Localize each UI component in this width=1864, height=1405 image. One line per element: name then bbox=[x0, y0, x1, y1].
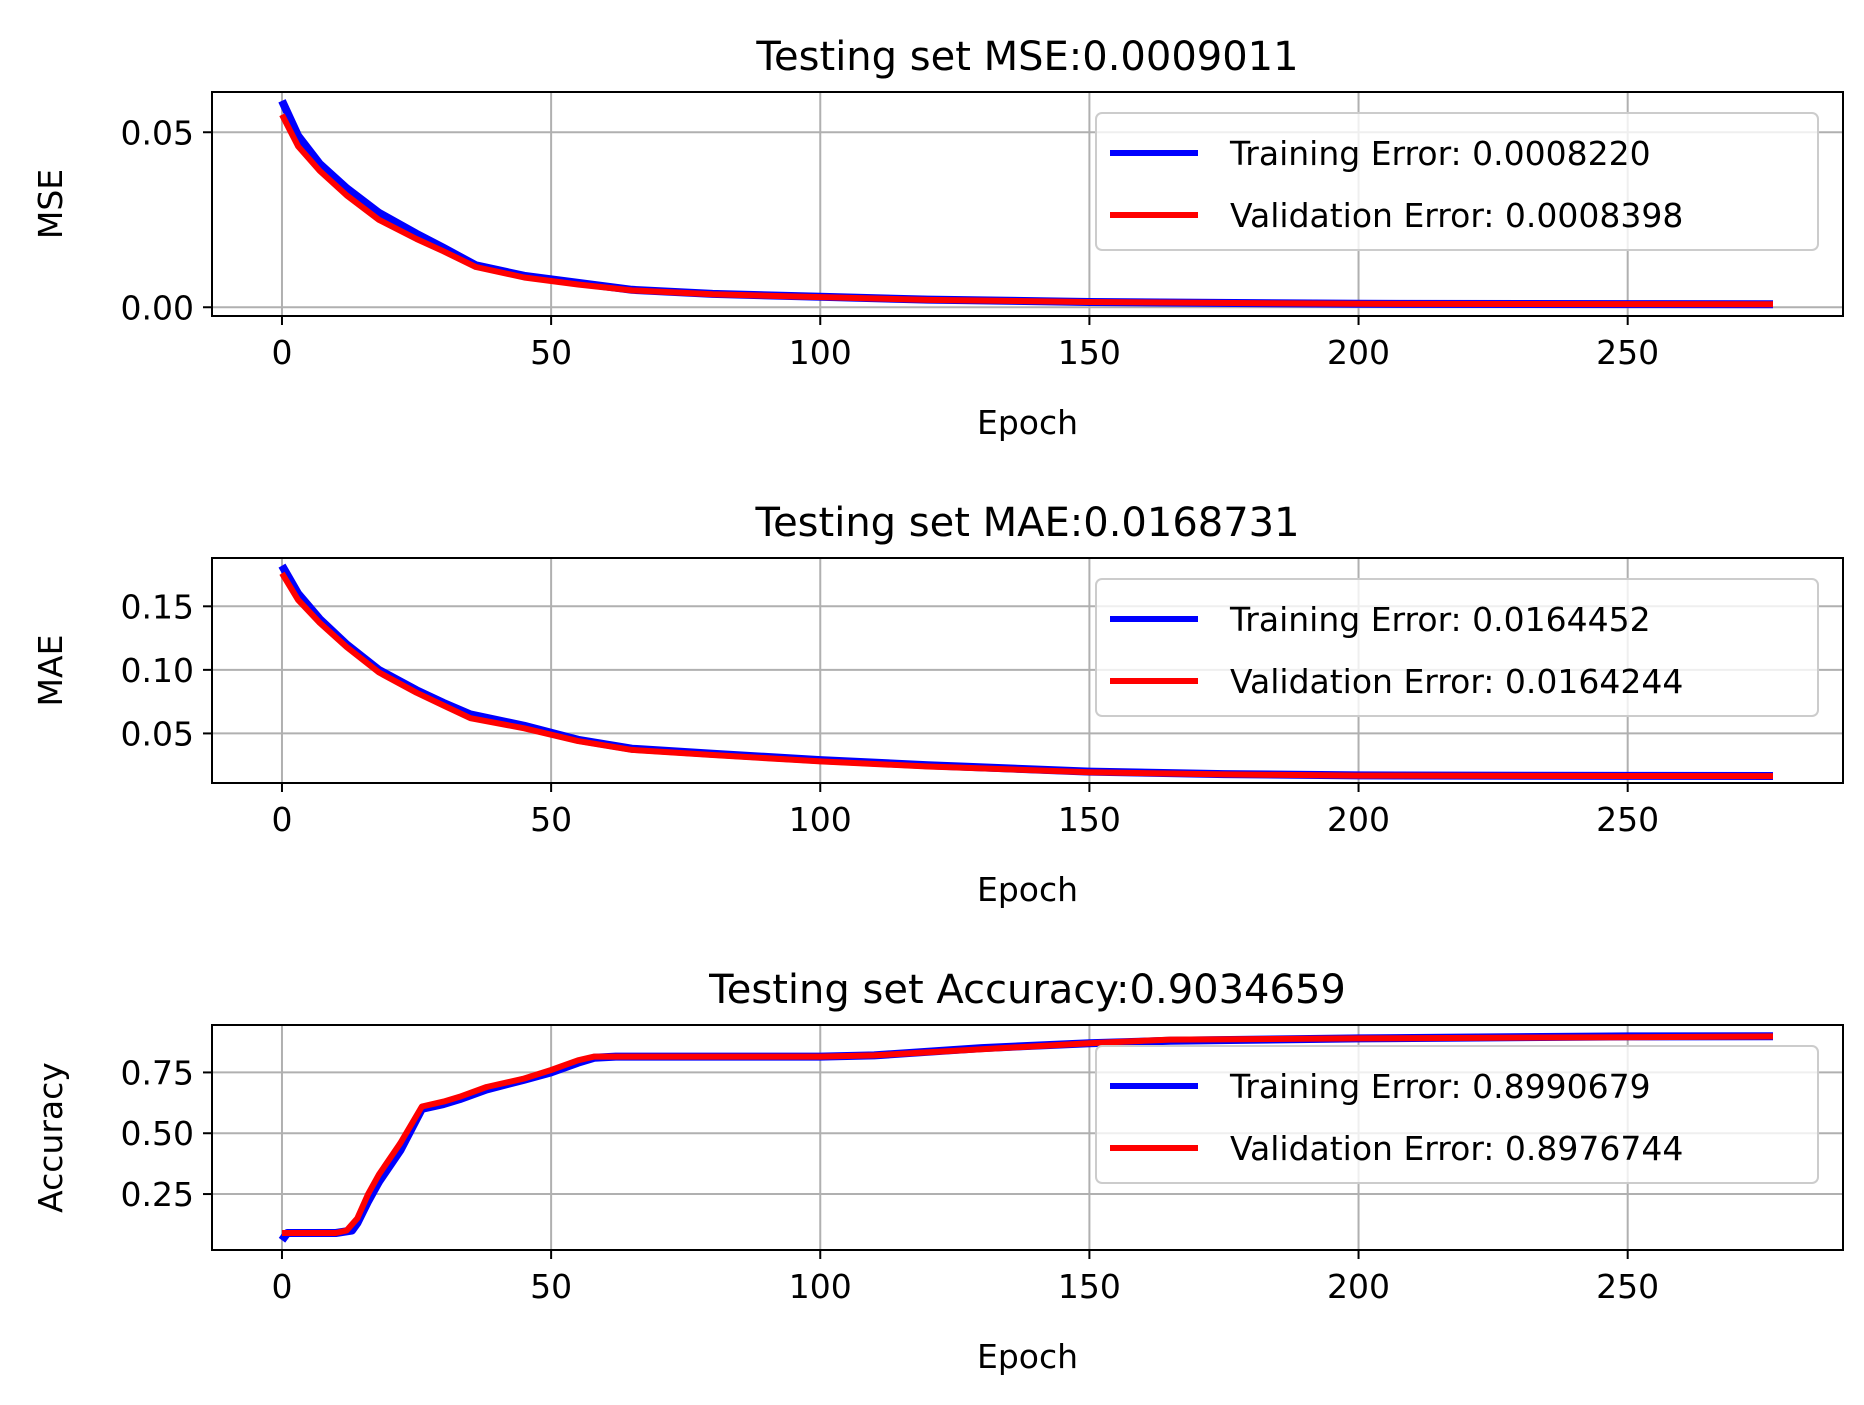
legend-entry: Training Error: 0.0008220 bbox=[1229, 134, 1651, 173]
legend-box bbox=[1095, 578, 1819, 717]
axes-frame bbox=[211, 1024, 1844, 1251]
mae-title: Testing set MAE:0.0168731 bbox=[754, 500, 1299, 546]
mse-title: Testing set MSE:0.0009011 bbox=[755, 34, 1298, 80]
x-axis-label: Epoch bbox=[977, 870, 1078, 909]
x-tick-label: 150 bbox=[1058, 800, 1121, 839]
x-tick-label: 150 bbox=[1058, 333, 1121, 372]
legend: Training Error: 0.8990679 Validation Erro… bbox=[1095, 1045, 1819, 1184]
axes-frame bbox=[211, 91, 1844, 317]
accuracy-subplot: 0 50 100 150 200 250 0.25 0.50 0.75 Testing set A… bbox=[31, 967, 1844, 1376]
x-tick-label: 200 bbox=[1327, 1267, 1390, 1306]
x-axis-label: Epoch bbox=[977, 403, 1078, 442]
validation-error-line bbox=[279, 113, 1774, 308]
validation-error-line bbox=[282, 1033, 1774, 1236]
legend: Training Error: 0.0008220 Validation Erro… bbox=[1095, 112, 1819, 251]
x-tick-label: 100 bbox=[789, 800, 852, 839]
x-tick-label: 200 bbox=[1327, 800, 1390, 839]
y-tick-label: 0.25 bbox=[121, 1175, 194, 1214]
legend-entry: Validation Error: 0.0164244 bbox=[1230, 662, 1683, 701]
x-axis-label: Epoch bbox=[977, 1337, 1078, 1376]
y-axis-label: Accuracy bbox=[31, 1062, 70, 1213]
legend-entry: Training Error: 0.8990679 bbox=[1229, 1067, 1651, 1106]
y-tick-label: 0.05 bbox=[121, 714, 194, 753]
x-tick-label: 50 bbox=[530, 333, 572, 372]
y-tick-label: 0.10 bbox=[121, 651, 194, 690]
mse-subplot: 0 50 100 150 200 250 0.00 0.05 Testing set MSE:0… bbox=[31, 34, 1844, 442]
x-tick-label: 50 bbox=[530, 1267, 572, 1306]
y-tick-label: 0.05 bbox=[121, 113, 194, 152]
x-tick-label: 200 bbox=[1327, 333, 1390, 372]
y-tick-label: 0.15 bbox=[121, 587, 194, 626]
y-tick-label: 0.75 bbox=[121, 1053, 194, 1092]
x-tick-label: 100 bbox=[789, 1267, 852, 1306]
accuracy-title: Testing set Accuracy:0.9034659 bbox=[708, 967, 1346, 1013]
x-tick-label: 250 bbox=[1596, 333, 1659, 372]
x-tick-label: 250 bbox=[1596, 1267, 1659, 1306]
y-tick-label: 0.50 bbox=[121, 1114, 194, 1153]
legend-entry: Training Error: 0.0164452 bbox=[1229, 600, 1651, 639]
legend-box bbox=[1095, 1045, 1819, 1184]
legend-entry: Validation Error: 0.8976744 bbox=[1230, 1129, 1683, 1168]
y-axis-label: MAE bbox=[31, 635, 70, 707]
x-tick-label: 0 bbox=[271, 333, 292, 372]
x-tick-label: 250 bbox=[1596, 800, 1659, 839]
y-axis-label: MSE bbox=[31, 169, 70, 239]
x-tick-label: 50 bbox=[530, 800, 572, 839]
legend: Training Error: 0.0164452 Validation Erro… bbox=[1095, 578, 1819, 717]
legend-box bbox=[1095, 112, 1819, 251]
x-tick-label: 0 bbox=[271, 800, 292, 839]
mae-subplot: 0 50 100 150 200 250 0.05 0.10 0.15 Testing set M… bbox=[31, 500, 1844, 909]
x-tick-label: 0 bbox=[271, 1267, 292, 1306]
x-tick-label: 100 bbox=[789, 333, 852, 372]
x-tick-label: 150 bbox=[1058, 1267, 1121, 1306]
legend-entry: Validation Error: 0.0008398 bbox=[1230, 196, 1683, 235]
validation-error-line bbox=[279, 571, 1774, 780]
y-tick-label: 0.00 bbox=[121, 288, 194, 327]
